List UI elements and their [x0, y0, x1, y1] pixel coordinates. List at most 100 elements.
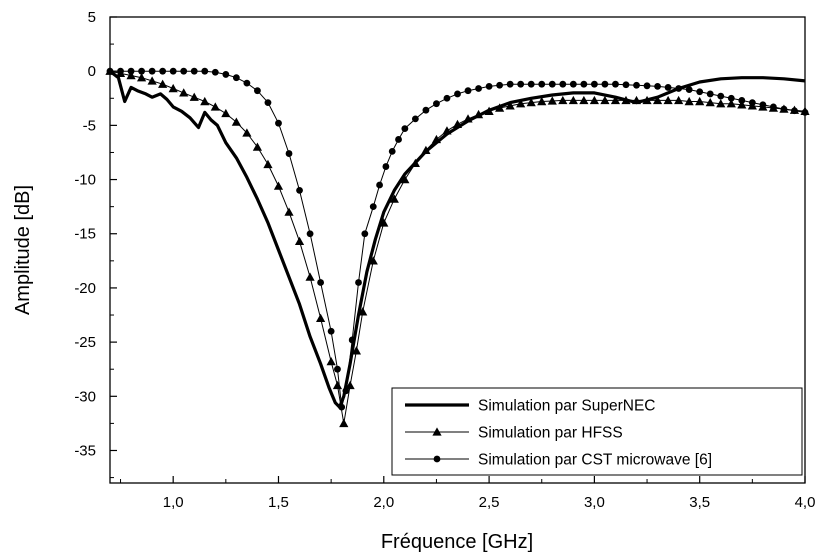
data-point: [791, 107, 798, 115]
data-point: [685, 86, 693, 94]
data-point: [169, 67, 177, 75]
data-point: [382, 163, 390, 170]
data-point: [294, 236, 305, 246]
data-point: [201, 67, 209, 75]
series-2: [105, 66, 810, 428]
data-point: [537, 96, 547, 106]
data-point: [339, 418, 349, 428]
data-point: [400, 174, 410, 184]
data-point: [443, 94, 451, 102]
data-point: [148, 67, 156, 75]
y-tick-label: -20: [74, 280, 96, 297]
data-point: [516, 99, 526, 108]
data-point: [305, 272, 315, 281]
data-point: [495, 103, 505, 112]
y-tick-label: -25: [74, 334, 96, 351]
y-axis-title: Amplitude [dB]: [12, 185, 34, 315]
y-tick-label: -35: [74, 442, 96, 459]
data-point: [496, 81, 504, 89]
data-point: [351, 346, 362, 355]
series-3: [106, 67, 809, 411]
y-tick-label: -30: [74, 388, 96, 405]
data-point: [569, 80, 577, 88]
data-point: [464, 87, 472, 95]
data-point: [147, 76, 157, 85]
data-point: [526, 98, 536, 107]
data-point: [695, 96, 705, 106]
data-point: [117, 67, 124, 75]
data-point: [348, 336, 356, 344]
legend-marker: [432, 427, 442, 436]
data-point: [306, 230, 314, 238]
data-point: [696, 88, 704, 96]
data-point: [726, 99, 736, 108]
data-point: [410, 158, 420, 167]
data-point: [296, 186, 303, 194]
data-point: [284, 207, 294, 216]
data-point: [273, 181, 284, 190]
x-axis-title: Fréquence [GHz]: [381, 531, 533, 553]
data-point: [421, 145, 431, 154]
data-point: [612, 80, 619, 88]
y-tick-label: -10: [74, 172, 96, 189]
x-tick-label: 3,0: [584, 494, 605, 511]
data-point: [780, 105, 788, 113]
data-point: [568, 95, 578, 105]
data-point: [368, 256, 378, 265]
data-point: [126, 70, 136, 80]
data-point: [622, 81, 630, 89]
data-point: [158, 79, 168, 88]
data-point: [332, 380, 343, 390]
data-point: [242, 128, 252, 137]
x-tick-label: 4,0: [795, 494, 816, 511]
data-point: [345, 380, 355, 390]
data-point: [716, 99, 726, 108]
data-point: [631, 95, 642, 105]
data-point: [452, 119, 463, 128]
data-point: [355, 279, 362, 286]
data-point: [200, 96, 210, 106]
data-point: [411, 115, 419, 123]
data-point: [748, 99, 756, 107]
data-point: [180, 67, 188, 75]
y-tick-label: 5: [88, 9, 96, 26]
data-point: [579, 95, 589, 105]
data-point: [395, 136, 402, 143]
data-point: [505, 101, 515, 110]
data-point: [327, 327, 335, 335]
data-point: [600, 95, 610, 105]
data-point: [559, 80, 567, 88]
data-point: [190, 67, 198, 75]
data-point: [254, 87, 261, 95]
data-point: [106, 67, 114, 75]
data-point: [361, 230, 369, 238]
data-point: [801, 108, 809, 116]
data-point: [422, 106, 430, 114]
data-point: [643, 82, 651, 90]
data-point: [232, 74, 240, 82]
y-tick-label: -15: [74, 226, 96, 243]
data-point: [210, 102, 220, 111]
data-point: [136, 73, 147, 82]
data-point: [221, 108, 231, 118]
data-point: [538, 80, 546, 88]
data-point: [506, 80, 514, 88]
y-tick-label: -5: [83, 117, 96, 134]
data-point: [431, 134, 442, 144]
data-point: [389, 194, 399, 203]
legend-label: Simulation par SuperNEC: [478, 398, 655, 415]
data-point: [138, 67, 145, 75]
data-point: [717, 92, 725, 100]
data-point: [231, 117, 241, 126]
data-point: [664, 84, 672, 91]
data-point: [706, 90, 714, 98]
legend: Simulation par SuperNEC Simulation par HF…: [391, 387, 803, 476]
data-point: [759, 101, 767, 109]
data-point: [316, 313, 326, 322]
data-point: [705, 98, 715, 107]
data-point: [475, 85, 482, 92]
data-point: [548, 80, 556, 88]
data-point: [127, 67, 135, 75]
data-point: [211, 68, 219, 76]
data-point: [654, 82, 661, 90]
